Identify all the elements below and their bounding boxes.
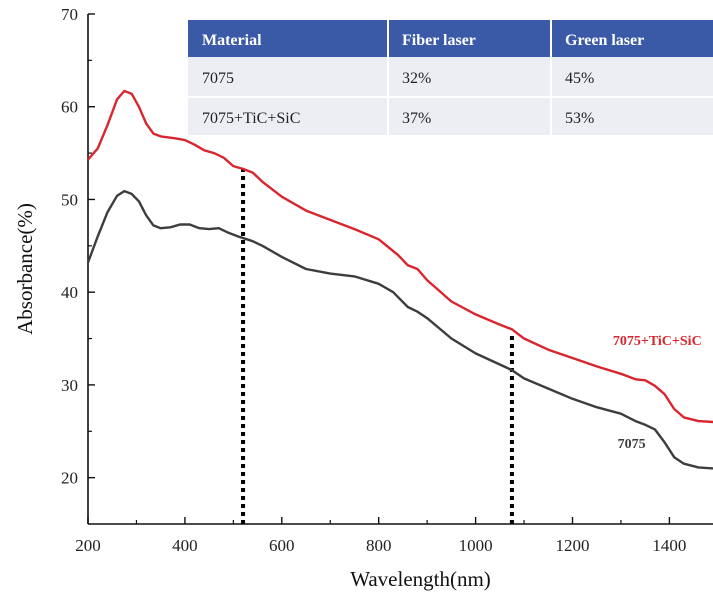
x-tick-label: 400 [172, 536, 198, 555]
series-labels: 7075+TiC+SiC 7075 [613, 334, 702, 452]
axes: 200 400 600 800 1000 1200 1400 20 30 40 50 60 70 Wave… [13, 5, 713, 591]
x-tick-label: 800 [366, 536, 392, 555]
table-cell: 37% [402, 110, 431, 127]
y-tick-label: 70 [61, 5, 78, 24]
reference-lines [241, 168, 514, 524]
table-cell: 7075+TiC+SiC [202, 110, 300, 127]
table-cell: 45% [565, 70, 594, 87]
series-lines [86, 89, 713, 470]
absorbance-table: Material Fiber laser Green laser 7075 32% 45%… [188, 20, 713, 135]
x-tick-label: 200 [75, 536, 101, 555]
x-axis-title: Wavelength(nm) [350, 567, 491, 591]
table-cell: 32% [402, 70, 431, 87]
y-tick-label: 40 [61, 283, 78, 302]
table-header-cell: Fiber laser [402, 32, 476, 49]
series-line-7075-tic-sic [87, 89, 713, 424]
series-annotation: 7075 [618, 437, 646, 452]
x-tick-label: 600 [269, 536, 295, 555]
table-header-cell: Material [202, 32, 262, 49]
y-tick-label: 60 [61, 98, 78, 117]
y-tick-label: 50 [61, 190, 78, 209]
x-tick-label: 1200 [555, 536, 589, 555]
x-tick-label: 1400 [652, 536, 686, 555]
table-cell: 53% [565, 110, 594, 127]
series-line-7075 [86, 189, 713, 470]
series-annotation: 7075+TiC+SiC [613, 334, 702, 349]
table-cell: 7075 [202, 70, 234, 87]
y-axis-title: Absorbance(%) [13, 203, 37, 335]
y-tick-label: 30 [61, 376, 78, 395]
table-header-bg [188, 20, 713, 57]
y-tick-label: 20 [61, 469, 78, 488]
x-tick-label: 1000 [459, 536, 493, 555]
table-header-cell: Green laser [565, 32, 644, 49]
